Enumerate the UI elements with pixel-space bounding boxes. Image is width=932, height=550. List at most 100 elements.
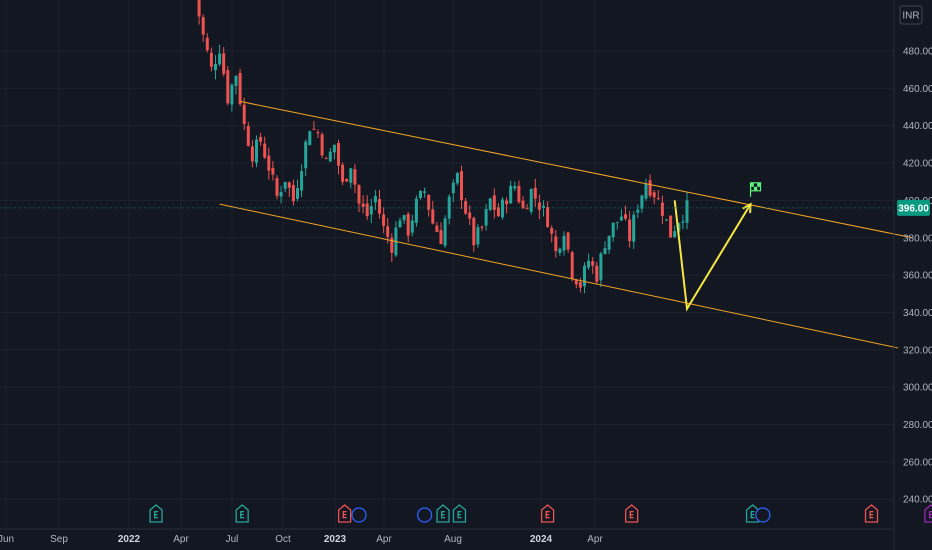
candle-body bbox=[533, 187, 537, 199]
candle-body bbox=[595, 265, 599, 282]
candle-body bbox=[476, 227, 480, 245]
y-tick-label: 480.00 bbox=[903, 47, 932, 58]
event-glyph bbox=[441, 517, 446, 519]
candle-body bbox=[624, 214, 627, 219]
event-earnings_down-icon[interactable] bbox=[540, 504, 555, 523]
candle-body bbox=[644, 183, 648, 199]
event-glyph bbox=[154, 511, 156, 519]
x-tick-label: 2024 bbox=[530, 534, 553, 545]
candle-body bbox=[488, 198, 492, 210]
drawings[interactable] bbox=[219, 100, 913, 349]
candle-body bbox=[304, 141, 308, 169]
candle-body bbox=[267, 155, 271, 171]
candle-body bbox=[615, 221, 619, 223]
event-earnings-icon[interactable] bbox=[149, 504, 163, 523]
candle-body bbox=[406, 213, 410, 236]
event-earnings-icon[interactable] bbox=[235, 504, 249, 523]
candle-body bbox=[287, 182, 291, 188]
candle-body bbox=[378, 199, 381, 214]
candle-body bbox=[464, 201, 468, 214]
current-price-value: 396.00 bbox=[898, 203, 929, 214]
candle-body bbox=[509, 185, 513, 204]
candle-body bbox=[291, 184, 295, 202]
event-glyph bbox=[869, 517, 874, 519]
candle-body bbox=[279, 192, 283, 197]
candle-body bbox=[353, 169, 357, 185]
event-marker bbox=[436, 504, 450, 523]
event-earnings-icon[interactable] bbox=[745, 504, 760, 523]
candle-body bbox=[275, 178, 279, 196]
event-earnings-icon[interactable] bbox=[436, 504, 450, 523]
event-glyph bbox=[342, 514, 347, 516]
candle-body bbox=[566, 232, 570, 250]
candle-body bbox=[398, 220, 402, 228]
event-glyph bbox=[342, 511, 344, 519]
candle-body bbox=[402, 215, 406, 221]
candle-body bbox=[472, 217, 476, 246]
events-row bbox=[149, 504, 932, 523]
candle-body bbox=[328, 151, 332, 162]
candle-body bbox=[546, 207, 550, 228]
candle-body bbox=[652, 192, 656, 198]
event-marker bbox=[625, 504, 639, 523]
projection-arrow[interactable] bbox=[673, 200, 752, 312]
candle-body bbox=[513, 186, 517, 189]
candle-body bbox=[246, 126, 250, 146]
candle-body bbox=[455, 172, 459, 184]
event-split-icon[interactable] bbox=[924, 504, 932, 523]
candle-body bbox=[521, 200, 525, 209]
x-tick-label: Apr bbox=[376, 534, 392, 545]
y-tick-label: 460.00 bbox=[903, 84, 932, 95]
flag-check bbox=[757, 182, 761, 187]
candle-body bbox=[451, 182, 455, 194]
candle-body bbox=[496, 207, 500, 217]
event-earnings_down-icon[interactable] bbox=[625, 504, 639, 523]
event-dividend-icon[interactable] bbox=[351, 507, 367, 523]
event-glyph bbox=[457, 511, 462, 513]
candle-body bbox=[300, 171, 304, 191]
event-earnings-icon[interactable] bbox=[452, 504, 467, 523]
target-flag-icon[interactable] bbox=[749, 182, 762, 197]
event-glyph bbox=[457, 511, 459, 519]
event-earnings_down-icon[interactable] bbox=[337, 504, 352, 523]
y-tick-label: 440.00 bbox=[903, 121, 932, 132]
candle-body bbox=[443, 218, 447, 246]
channel-upper-line[interactable] bbox=[240, 100, 913, 239]
x-tick-label: Sep bbox=[50, 534, 68, 545]
y-tick-label: 420.00 bbox=[903, 159, 932, 170]
candle-body bbox=[320, 134, 324, 156]
event-glyph bbox=[342, 511, 347, 513]
candle-body bbox=[431, 209, 435, 224]
candle-body bbox=[656, 198, 660, 200]
event-dividend-icon[interactable] bbox=[755, 507, 771, 523]
event-glyph bbox=[154, 517, 159, 519]
event-glyph bbox=[869, 514, 873, 516]
currency-badge[interactable]: INR bbox=[899, 5, 923, 25]
candle-body bbox=[337, 142, 340, 166]
event-glyph bbox=[750, 511, 755, 513]
event-glyph bbox=[750, 517, 755, 519]
candle-body bbox=[501, 199, 504, 218]
candle-body bbox=[673, 231, 677, 237]
event-marker bbox=[337, 504, 352, 523]
candle-body bbox=[345, 178, 349, 182]
candle-body bbox=[460, 171, 463, 201]
y-tick-label: 360.00 bbox=[903, 271, 932, 282]
event-dividend-icon[interactable] bbox=[416, 507, 433, 523]
x-tick-label: Oct bbox=[275, 534, 291, 545]
event-glyph bbox=[441, 511, 446, 513]
candle-body bbox=[435, 225, 439, 232]
time-axis[interactable]: Jun Sep 2022 Apr Jul Oct 2023 Apr Aug 2024 Apr bbox=[0, 534, 603, 545]
candle-body bbox=[611, 222, 615, 238]
candle-body bbox=[410, 220, 414, 233]
current-price-label: 396.00 bbox=[897, 199, 930, 216]
event-earnings_down-icon[interactable] bbox=[864, 504, 879, 523]
event-glyph bbox=[240, 514, 244, 516]
candle-body bbox=[308, 131, 312, 146]
candle-body bbox=[197, 0, 201, 17]
y-tick-label: 320.00 bbox=[903, 345, 932, 356]
event-glyph bbox=[545, 517, 550, 519]
y-tick-label: 260.00 bbox=[903, 457, 932, 468]
channel-lower-line[interactable] bbox=[219, 203, 899, 349]
